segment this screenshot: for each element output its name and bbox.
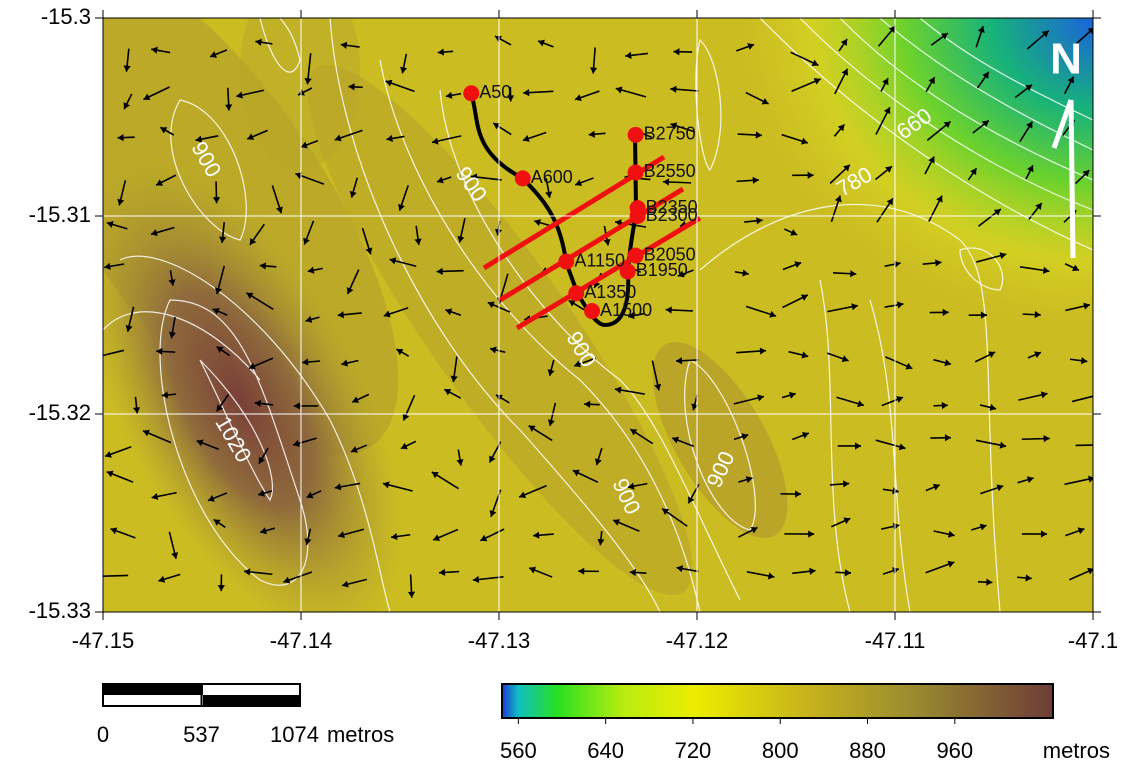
sample-point [515, 170, 531, 186]
arrow-shaft [1076, 445, 1103, 446]
x-tick-label: -47.11 [865, 628, 926, 653]
point-label: B2300 [646, 205, 698, 225]
x-tick-label: -47.1 [1068, 628, 1118, 653]
colorbar-label: 720 [675, 738, 712, 763]
north-label: N [1050, 35, 1082, 84]
sample-point [463, 85, 479, 101]
arrow-head [1096, 441, 1102, 448]
point-label: B2750 [644, 124, 696, 144]
arrow-head [94, 353, 101, 360]
sample-point [628, 127, 644, 143]
x-tick-label: -47.14 [270, 628, 332, 653]
point-label: B1950 [636, 260, 688, 280]
colorbar-label: 960 [936, 738, 973, 763]
colorbar-label: 800 [762, 738, 799, 763]
colorbar-label: 560 [500, 738, 537, 763]
sample-point [584, 303, 600, 319]
colorbar-label: 640 [587, 738, 624, 763]
sample-point [568, 285, 584, 301]
scale-label: 0 [97, 722, 109, 747]
arrow-head [96, 573, 102, 580]
x-tick-label: -47.13 [468, 628, 530, 653]
sample-point [558, 254, 574, 270]
point-label: A1150 [574, 250, 625, 270]
scale-label: 1074 [270, 722, 319, 747]
color-bar [502, 684, 1053, 718]
sample-point [620, 263, 636, 279]
map-figure: 9009009009009001020660780 -47.15 -47.14 -4… [0, 0, 1130, 772]
scale-unit: metros [327, 722, 394, 747]
x-tick-label: -47.15 [72, 628, 134, 653]
point-label: B2550 [644, 161, 696, 181]
y-tick-label: -15.33 [29, 598, 91, 623]
arrow-shaft [96, 575, 128, 576]
point-label: A50 [479, 82, 511, 102]
colorbar-unit: metros [1043, 738, 1110, 763]
colorbar-label: 880 [849, 738, 886, 763]
x-tick-label: -47.12 [666, 628, 728, 653]
y-tick-label: -15.32 [29, 400, 91, 425]
y-tick-label: -15.31 [29, 202, 91, 227]
sample-point [630, 208, 646, 224]
y-tick-label: -15.3 [41, 4, 91, 29]
scale-label: 537 [183, 722, 220, 747]
point-label: A600 [531, 167, 573, 187]
point-label: A1500 [600, 300, 652, 320]
sample-point [628, 164, 644, 180]
